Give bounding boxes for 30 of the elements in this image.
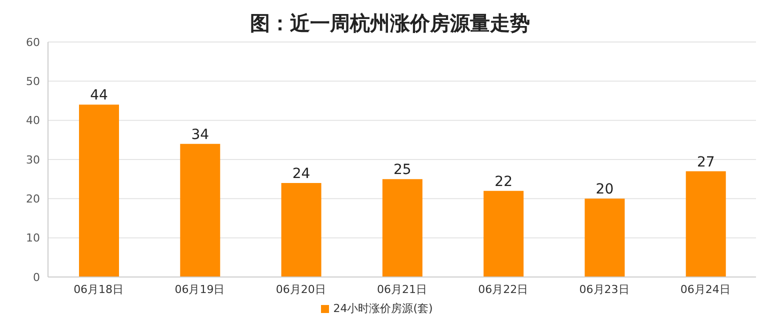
bar	[484, 190, 524, 277]
data-label: 34	[191, 126, 210, 143]
y-tick-label: 10	[26, 232, 40, 245]
x-tick-label: 06月22日	[478, 282, 528, 296]
bar	[686, 171, 726, 277]
bar	[281, 183, 322, 277]
y-tick-label: 30	[26, 153, 40, 166]
bar	[584, 198, 625, 277]
y-tick-label: 60	[26, 36, 40, 49]
x-tick-label: 06月19日	[174, 282, 225, 296]
y-tick-label: 40	[26, 114, 40, 128]
x-tick-label: 06月23日	[579, 282, 630, 296]
legend-label: 24小时涨价房源(套)	[333, 302, 433, 315]
x-tick-label: 06月24日	[680, 282, 730, 296]
x-tick-label: 06月18日	[74, 282, 124, 296]
data-label: 20	[596, 182, 614, 198]
y-tick-label: 50	[26, 75, 40, 88]
bar	[180, 144, 220, 277]
bar	[382, 179, 422, 277]
data-label: 27	[696, 154, 715, 170]
bar	[79, 104, 119, 277]
data-label: 22	[494, 174, 512, 190]
x-tick-label: 06月20日	[276, 282, 326, 296]
data-label: 24	[292, 166, 310, 182]
x-tick-label: 06月21日	[377, 282, 427, 296]
y-tick-label: 20	[26, 192, 40, 206]
data-label: 25	[394, 162, 412, 178]
y-tick-label: 0	[33, 270, 40, 284]
data-label: 44	[90, 88, 108, 104]
chart-title: 图：近一周杭州涨价房源量走势	[250, 11, 530, 35]
